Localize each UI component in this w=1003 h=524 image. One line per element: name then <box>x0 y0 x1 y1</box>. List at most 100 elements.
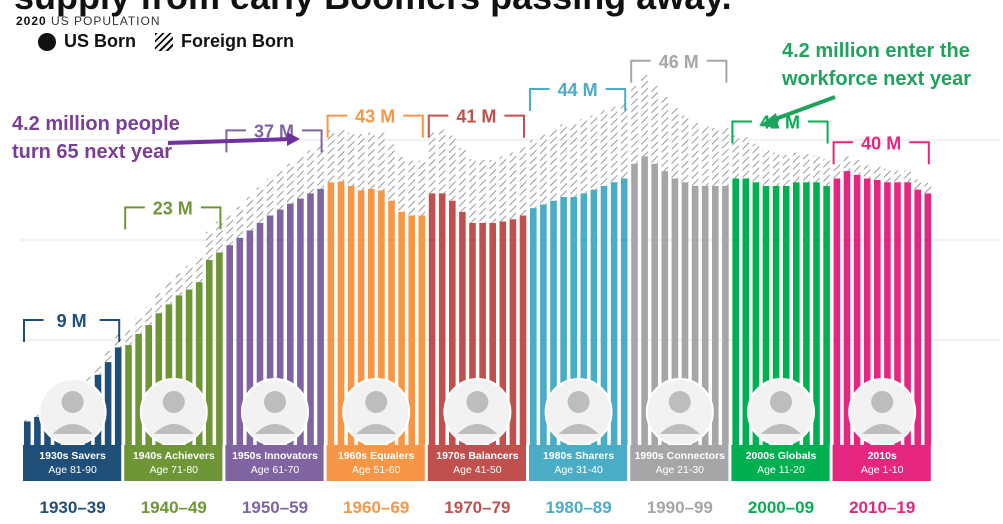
bar-foreign-born-7-4 <box>772 152 780 186</box>
generation-ages-3: Age 51-60 <box>352 464 401 476</box>
bar-foreign-born-2-5 <box>276 171 284 210</box>
legend: US Born Foreign Born <box>38 31 308 56</box>
bar-us-born-4-4 <box>469 222 476 445</box>
bar-foreign-born-8-7 <box>904 170 911 183</box>
bar-us-born-3-4 <box>368 188 375 446</box>
bar-us-born-8-6 <box>894 182 901 446</box>
generation-band-2 <box>225 445 324 481</box>
bar-us-born-2-2 <box>246 230 254 445</box>
bar-us-born-1-1 <box>135 333 142 445</box>
decade-label-7: 2000–09 <box>748 498 814 517</box>
callout-left-line-1: 4.2 million people <box>12 113 180 135</box>
bar-foreign-born-0-7 <box>94 365 102 375</box>
bar-us-born-3-9 <box>418 215 426 445</box>
bar-us-born-7-1 <box>742 178 750 445</box>
bar-us-born-3-3 <box>357 190 365 445</box>
bar-us-born-8-1 <box>843 171 851 446</box>
callout-right-line-1: 4.2 million enter the <box>782 40 970 62</box>
bar-us-born-8-3 <box>863 178 871 445</box>
bracket-right-8 <box>909 141 930 165</box>
bar-foreign-born-8-0 <box>833 163 841 179</box>
callout-arrow-left <box>167 137 293 145</box>
bar-us-born-6-5 <box>681 182 689 446</box>
bar-us-born-5-3 <box>560 196 567 445</box>
bracket-left-3 <box>326 114 348 138</box>
bar-foreign-born-7-7 <box>803 154 810 183</box>
bar-us-born-6-3 <box>661 171 669 446</box>
bar-foreign-born-8-6 <box>894 170 901 183</box>
bar-foreign-born-8-2 <box>853 159 861 175</box>
generation-band-4 <box>427 445 526 481</box>
bar-us-born-3-6 <box>388 200 395 445</box>
decade-label-1: 1940–49 <box>141 498 207 517</box>
total-label-6: 46 M <box>659 52 699 72</box>
bar-foreign-born-7-3 <box>762 150 770 186</box>
bar-foreign-born-3-9 <box>418 160 426 216</box>
bar-us-born-6-6 <box>691 185 699 445</box>
bar-foreign-born-4-5 <box>479 159 486 223</box>
bar-foreign-born-8-3 <box>863 165 871 179</box>
bracket-right-7 <box>808 120 829 144</box>
bar-foreign-born-7-0 <box>732 135 739 179</box>
bar-us-born-1-7 <box>195 282 203 445</box>
bar-foreign-born-4-0 <box>428 132 436 194</box>
bar-foreign-born-0-0 <box>24 419 31 422</box>
portrait-3 <box>342 378 411 446</box>
bar-foreign-born-4-1 <box>438 129 446 194</box>
generation-band-3 <box>326 445 425 481</box>
bar-foreign-born-0-6 <box>84 376 92 385</box>
bar-us-born-2-3 <box>256 222 264 445</box>
bar-us-born-5-0 <box>530 208 537 445</box>
subtitle-year: 2020 <box>16 14 47 28</box>
bar-foreign-born-6-1 <box>641 74 648 157</box>
total-label-4: 41 M <box>456 107 496 127</box>
bar-foreign-born-5-9 <box>620 102 628 179</box>
bar-foreign-born-5-0 <box>530 139 537 209</box>
decade-label-2: 1950–59 <box>242 498 308 517</box>
generation-ages-6: Age 21-30 <box>656 464 705 476</box>
bar-us-born-4-6 <box>489 222 496 445</box>
generation-name-1: 1940s Achievers <box>133 450 215 462</box>
bar-us-born-6-7 <box>701 185 709 445</box>
bracket-right-6 <box>706 59 728 83</box>
bar-foreign-born-2-1 <box>236 206 244 238</box>
generation-name-8: 2010s <box>868 450 897 462</box>
bar-us-born-8-7 <box>904 182 911 446</box>
total-label-2: 37 M <box>254 121 294 141</box>
bar-foreign-born-7-1 <box>742 137 750 179</box>
chart-subtitle: 2020 US POPULATION <box>16 14 161 28</box>
total-label-0: 9 M <box>57 311 87 331</box>
bar-us-born-1-3 <box>155 313 163 445</box>
bar-foreign-born-7-6 <box>793 152 800 183</box>
bar-foreign-born-1-3 <box>155 293 163 314</box>
portrait-4 <box>443 378 512 446</box>
bar-us-born-1-0 <box>125 345 132 445</box>
portrait-1 <box>139 378 208 446</box>
bar-foreign-born-3-0 <box>327 130 335 183</box>
bar-us-born-8-0 <box>833 178 841 445</box>
bar-us-born-7-9 <box>823 185 830 445</box>
generation-band-1 <box>124 445 223 481</box>
bar-us-born-6-0 <box>631 163 638 445</box>
bar-us-born-8-2 <box>853 174 861 445</box>
bar-us-born-1-2 <box>145 325 152 445</box>
bar-us-born-2-6 <box>287 203 294 445</box>
bar-us-born-4-7 <box>499 221 507 445</box>
bar-foreign-born-4-7 <box>499 156 507 222</box>
bar-us-born-8-8 <box>914 189 921 445</box>
generation-ages-5: Age 31-40 <box>554 464 603 476</box>
legend-label-foreign-born: Foreign Born <box>181 31 295 51</box>
bar-us-born-2-0 <box>226 245 233 445</box>
bar-foreign-born-1-8 <box>206 231 213 260</box>
decade-label-3: 1960–69 <box>343 498 409 517</box>
bar-us-born-5-7 <box>600 185 608 445</box>
bar-us-born-4-5 <box>479 222 486 445</box>
bar-us-born-5-2 <box>550 200 557 445</box>
generation-ages-7: Age 11-20 <box>757 464 805 476</box>
bar-foreign-born-5-1 <box>540 134 547 205</box>
generation-band-5 <box>529 445 628 481</box>
bar-foreign-born-4-4 <box>469 159 476 223</box>
callout-arrow-right <box>769 95 836 123</box>
bar-foreign-born-3-4 <box>368 132 375 189</box>
bar-us-born-1-9 <box>216 252 223 445</box>
